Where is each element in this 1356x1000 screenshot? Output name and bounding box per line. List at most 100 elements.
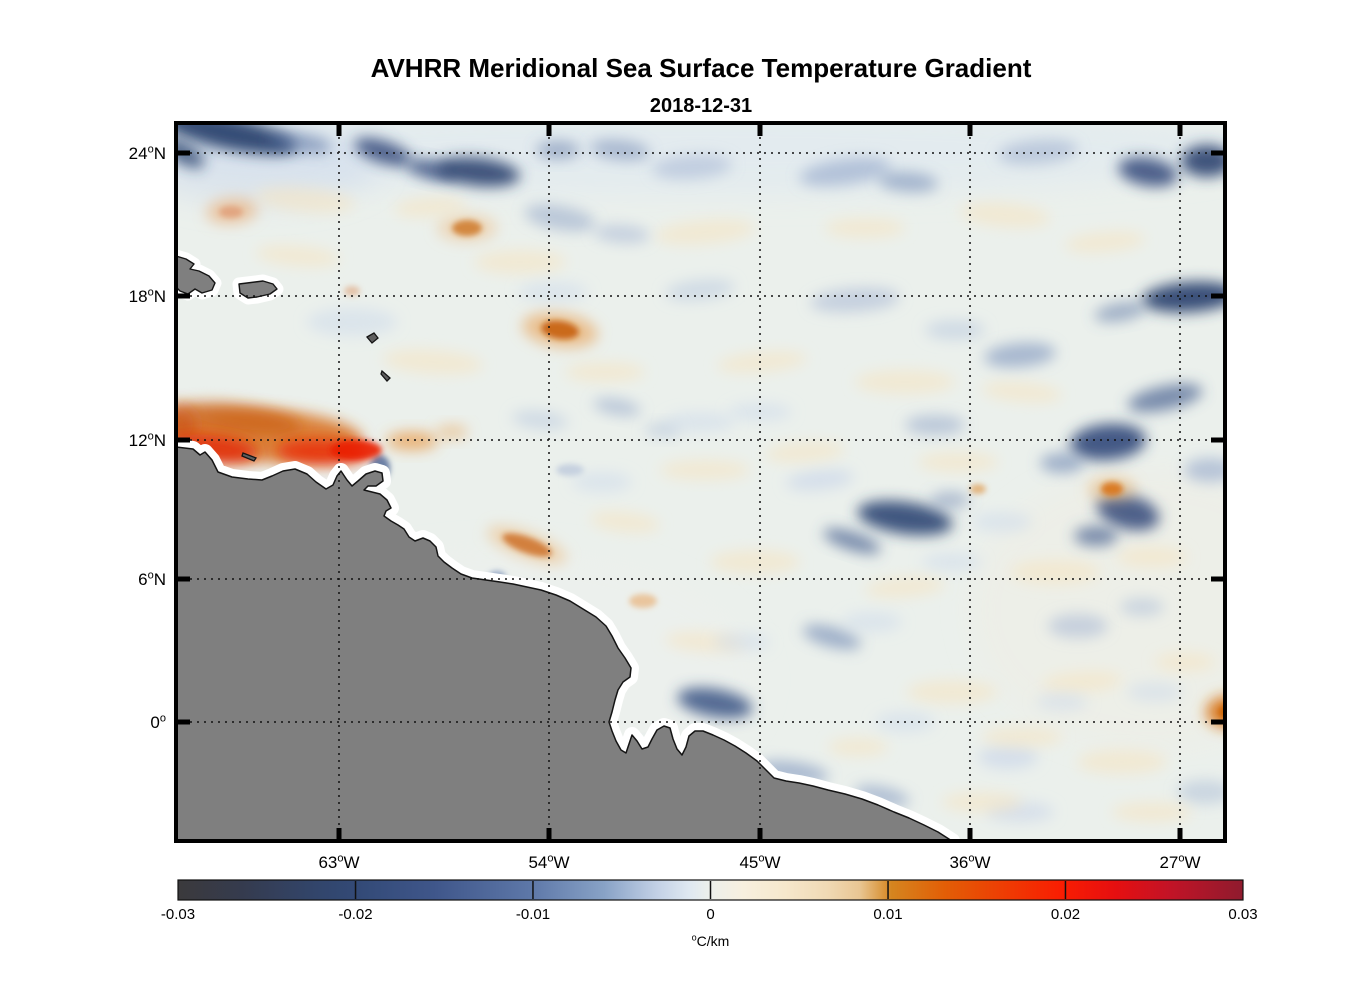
right-axis-tick xyxy=(1211,293,1225,299)
colorbar: -0.03 -0.02 -0.01 0 0.01 0.02 0.03 oC/km xyxy=(161,879,1258,949)
top-axis-tick xyxy=(757,123,763,136)
right-axis-tick xyxy=(1211,719,1225,725)
colorbar-tick-label: 0.01 xyxy=(873,906,902,923)
left-axis-tick xyxy=(176,719,190,725)
sst-gradient-patch xyxy=(677,687,753,719)
sst-gradient-patch xyxy=(1120,598,1164,616)
longitude-tick-label: 36oW xyxy=(949,853,990,872)
sst-gradient-patch xyxy=(665,279,735,301)
axis-labels: 24oN 18oN 12oN 6oN 0o 63oW 54oW 45oW 36oW 27oW xyxy=(129,144,1201,872)
longitude-tick-label: 45oW xyxy=(739,853,780,872)
sst-gradient-patch xyxy=(176,123,297,155)
colorbar-tick-label: 0 xyxy=(706,906,714,923)
bottom-axis-tick xyxy=(757,828,763,841)
small-island-speck xyxy=(241,452,257,462)
top-axis-tick xyxy=(1177,123,1183,136)
sst-gradient-patch xyxy=(765,441,845,463)
figure-title: AVHRR Meridional Sea Surface Temperature… xyxy=(371,53,1032,83)
sst-gradient-patch xyxy=(1155,653,1215,671)
sst-gradient-patch xyxy=(256,245,340,267)
sst-gradient-patch xyxy=(556,464,584,476)
colorbar-tick-label: -0.01 xyxy=(516,906,550,923)
graticule-layer xyxy=(176,123,1225,841)
sst-gradient-patch xyxy=(823,528,881,554)
sst-gradient-patch xyxy=(1042,671,1122,693)
sst-gradient-patch xyxy=(922,553,982,571)
sst-gradient-patch xyxy=(655,219,755,245)
island xyxy=(176,255,216,295)
sst-gradient-patch xyxy=(593,398,641,416)
sst-gradient-patch xyxy=(984,342,1056,368)
sst-gradient-patch xyxy=(1010,560,1100,584)
sst-gradient-patch xyxy=(660,460,750,480)
sst-gradient-patch xyxy=(855,370,955,394)
sst-gradient-patch xyxy=(1184,458,1225,482)
sst-gradient-patch xyxy=(219,206,243,218)
sst-gradient-patch xyxy=(1112,802,1192,822)
sst-gradient-patch xyxy=(1101,482,1123,496)
right-axis-tick xyxy=(1211,150,1225,156)
bottom-axis-tick xyxy=(546,828,552,841)
sst-gradient-patch xyxy=(918,452,998,472)
sst-gradient-patch xyxy=(1127,682,1183,702)
right-axis-tick xyxy=(1211,437,1225,443)
sst-gradient-patch xyxy=(330,440,382,460)
colorbar-tick-label: 0.02 xyxy=(1051,906,1080,923)
sst-gradient-patch xyxy=(970,470,1225,750)
small-island-speck xyxy=(366,332,379,344)
sst-gradient-patch xyxy=(786,469,854,491)
sst-gradient-patch xyxy=(541,320,579,340)
sst-gradient-patch xyxy=(1048,614,1108,638)
sst-gradient-patch xyxy=(1177,780,1225,804)
sst-gradient-patch xyxy=(907,680,997,704)
sst-gradient-patch xyxy=(436,157,520,187)
colorbar-tick-label: -0.03 xyxy=(161,906,195,923)
latitude-tick-label: 18oN xyxy=(129,287,166,306)
sst-gradient-patch xyxy=(972,512,1032,532)
sst-gradient-patch xyxy=(1117,547,1187,567)
sst-gradient-patch xyxy=(717,351,807,373)
sst-gradient-patch xyxy=(960,202,1050,228)
latitude-tick-label: 6oN xyxy=(138,570,166,589)
sst-gradient-patch xyxy=(268,133,332,153)
sst-gradient-patch xyxy=(825,218,905,238)
sst-gradient-patch xyxy=(1127,383,1203,413)
sst-gradient-patch xyxy=(865,576,945,598)
sst-gradient-patch xyxy=(1036,693,1088,711)
sst-gradient-patch xyxy=(1096,493,1160,531)
colorbar-tick-label: 0.03 xyxy=(1228,906,1257,923)
left-axis-tick xyxy=(176,150,190,156)
sst-gradient-patch xyxy=(512,410,568,430)
sst-gradient-patch xyxy=(714,633,770,651)
sst-gradient-patch xyxy=(452,220,482,236)
small-island-speck xyxy=(380,369,391,382)
left-axis-tick xyxy=(176,437,190,443)
sst-gradient-patch xyxy=(518,282,588,302)
sst-gradient-patch xyxy=(930,492,970,508)
longitude-tick-label: 63oW xyxy=(318,853,359,872)
landmass-south-america xyxy=(176,446,953,841)
bottom-axis-tick xyxy=(1177,828,1183,841)
bottom-axis-tick xyxy=(336,828,342,841)
sst-gradient-patch xyxy=(665,412,735,432)
top-axis-tick xyxy=(336,123,342,136)
sst-gradient-patch xyxy=(1077,750,1167,774)
plot-frame xyxy=(174,121,1227,843)
latitude-tick-label: 24oN xyxy=(129,144,166,163)
sst-gradient-patch xyxy=(799,157,891,187)
sst-gradient-patch xyxy=(1065,231,1145,253)
sst-gradient-patch xyxy=(652,154,732,180)
sst-gradient-patch xyxy=(905,415,965,435)
bottom-axis-tick xyxy=(967,828,973,841)
latitude-tick-label: 0o xyxy=(150,713,166,732)
sst-gradient-patch xyxy=(710,550,800,574)
sst-gradient-patch xyxy=(354,138,412,166)
sst-gradient-patch xyxy=(1070,423,1146,461)
axis-ticks xyxy=(176,123,1225,841)
island xyxy=(238,280,278,299)
longitude-tick-label: 27oW xyxy=(1159,853,1200,872)
top-axis-tick xyxy=(967,123,973,136)
sst-gradient-patch xyxy=(383,349,483,375)
